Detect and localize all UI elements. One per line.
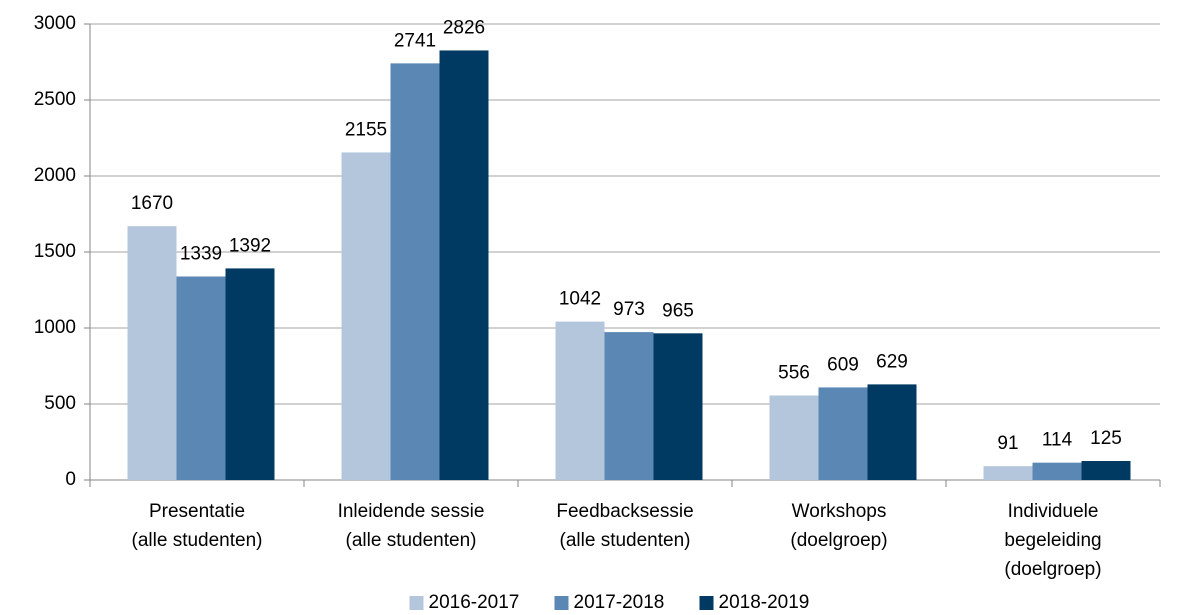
x-tick-label-line: Individuele: [1008, 501, 1099, 522]
x-tick-label: Presentatie (alle studenten): [132, 501, 263, 551]
y-tick-label: 2500: [34, 89, 76, 110]
x-tick-label-line: (doelgroep): [790, 530, 887, 551]
x-tick-label-line: Presentatie: [149, 501, 245, 522]
data-label: 556: [778, 363, 810, 384]
data-label: 609: [827, 354, 859, 375]
data-label: 2741: [394, 30, 436, 51]
y-tick-label: 0: [65, 469, 76, 490]
data-label: 125: [1090, 428, 1122, 449]
bar: [983, 466, 1033, 480]
legend-swatch: [409, 596, 424, 610]
x-tick-label: Workshops (doelgroep): [790, 501, 887, 551]
bar: [555, 321, 605, 480]
x-tick-label: Feedbacksessie (alle studenten): [556, 501, 693, 551]
data-label: 629: [876, 351, 908, 372]
y-tick-label: 2000: [34, 165, 76, 186]
bar: [1032, 462, 1082, 480]
bar: [341, 152, 391, 480]
y-tick-label: 500: [44, 393, 76, 414]
legend-label: 2018-2019: [719, 592, 810, 613]
data-label: 1042: [559, 289, 601, 310]
bar: [604, 332, 654, 480]
x-tick-label-line: (alle studenten): [132, 530, 263, 551]
x-tick-label-line: Feedbacksessie: [556, 501, 693, 522]
legend-swatch: [554, 596, 569, 610]
x-tick-label-line: (doelgroep): [1004, 559, 1101, 580]
legend-label: 2016-2017: [429, 592, 520, 613]
data-label: 2155: [345, 119, 387, 140]
data-label: 1670: [131, 193, 173, 214]
bar: [867, 384, 917, 480]
data-label: 1339: [180, 243, 222, 264]
data-label: 1392: [229, 235, 271, 256]
x-tick-label: Inleidende sessie (alle studenten): [338, 501, 485, 551]
data-label: 2826: [443, 17, 485, 38]
x-tick-label-line: begeleiding: [1004, 530, 1101, 551]
data-label: 973: [613, 299, 645, 320]
y-tick-label: 1000: [34, 317, 76, 338]
bar: [225, 268, 275, 480]
data-label: 114: [1042, 430, 1073, 451]
legend-swatch: [699, 596, 714, 610]
bar: [390, 63, 440, 480]
x-tick-label-line: (alle studenten): [560, 530, 691, 551]
legend-label: 2017-2018: [574, 592, 665, 613]
y-tick-label: 1500: [34, 241, 76, 262]
bar: [1081, 461, 1131, 480]
data-label: 91: [997, 433, 1018, 454]
x-tick-label: Individuele begeleiding (doelgroep): [1004, 501, 1101, 580]
y-tick-label: 3000: [34, 13, 76, 34]
x-tick-label-line: Inleidende sessie: [338, 501, 485, 522]
data-label: 965: [662, 300, 694, 321]
x-tick-label-line: Workshops: [792, 501, 887, 522]
x-tick-label-line: (alle studenten): [346, 530, 477, 551]
bar: [127, 226, 177, 480]
bar: [818, 387, 868, 480]
bar: [769, 395, 819, 480]
bar: [176, 276, 226, 480]
bar: [653, 333, 703, 480]
bar: [439, 50, 489, 481]
